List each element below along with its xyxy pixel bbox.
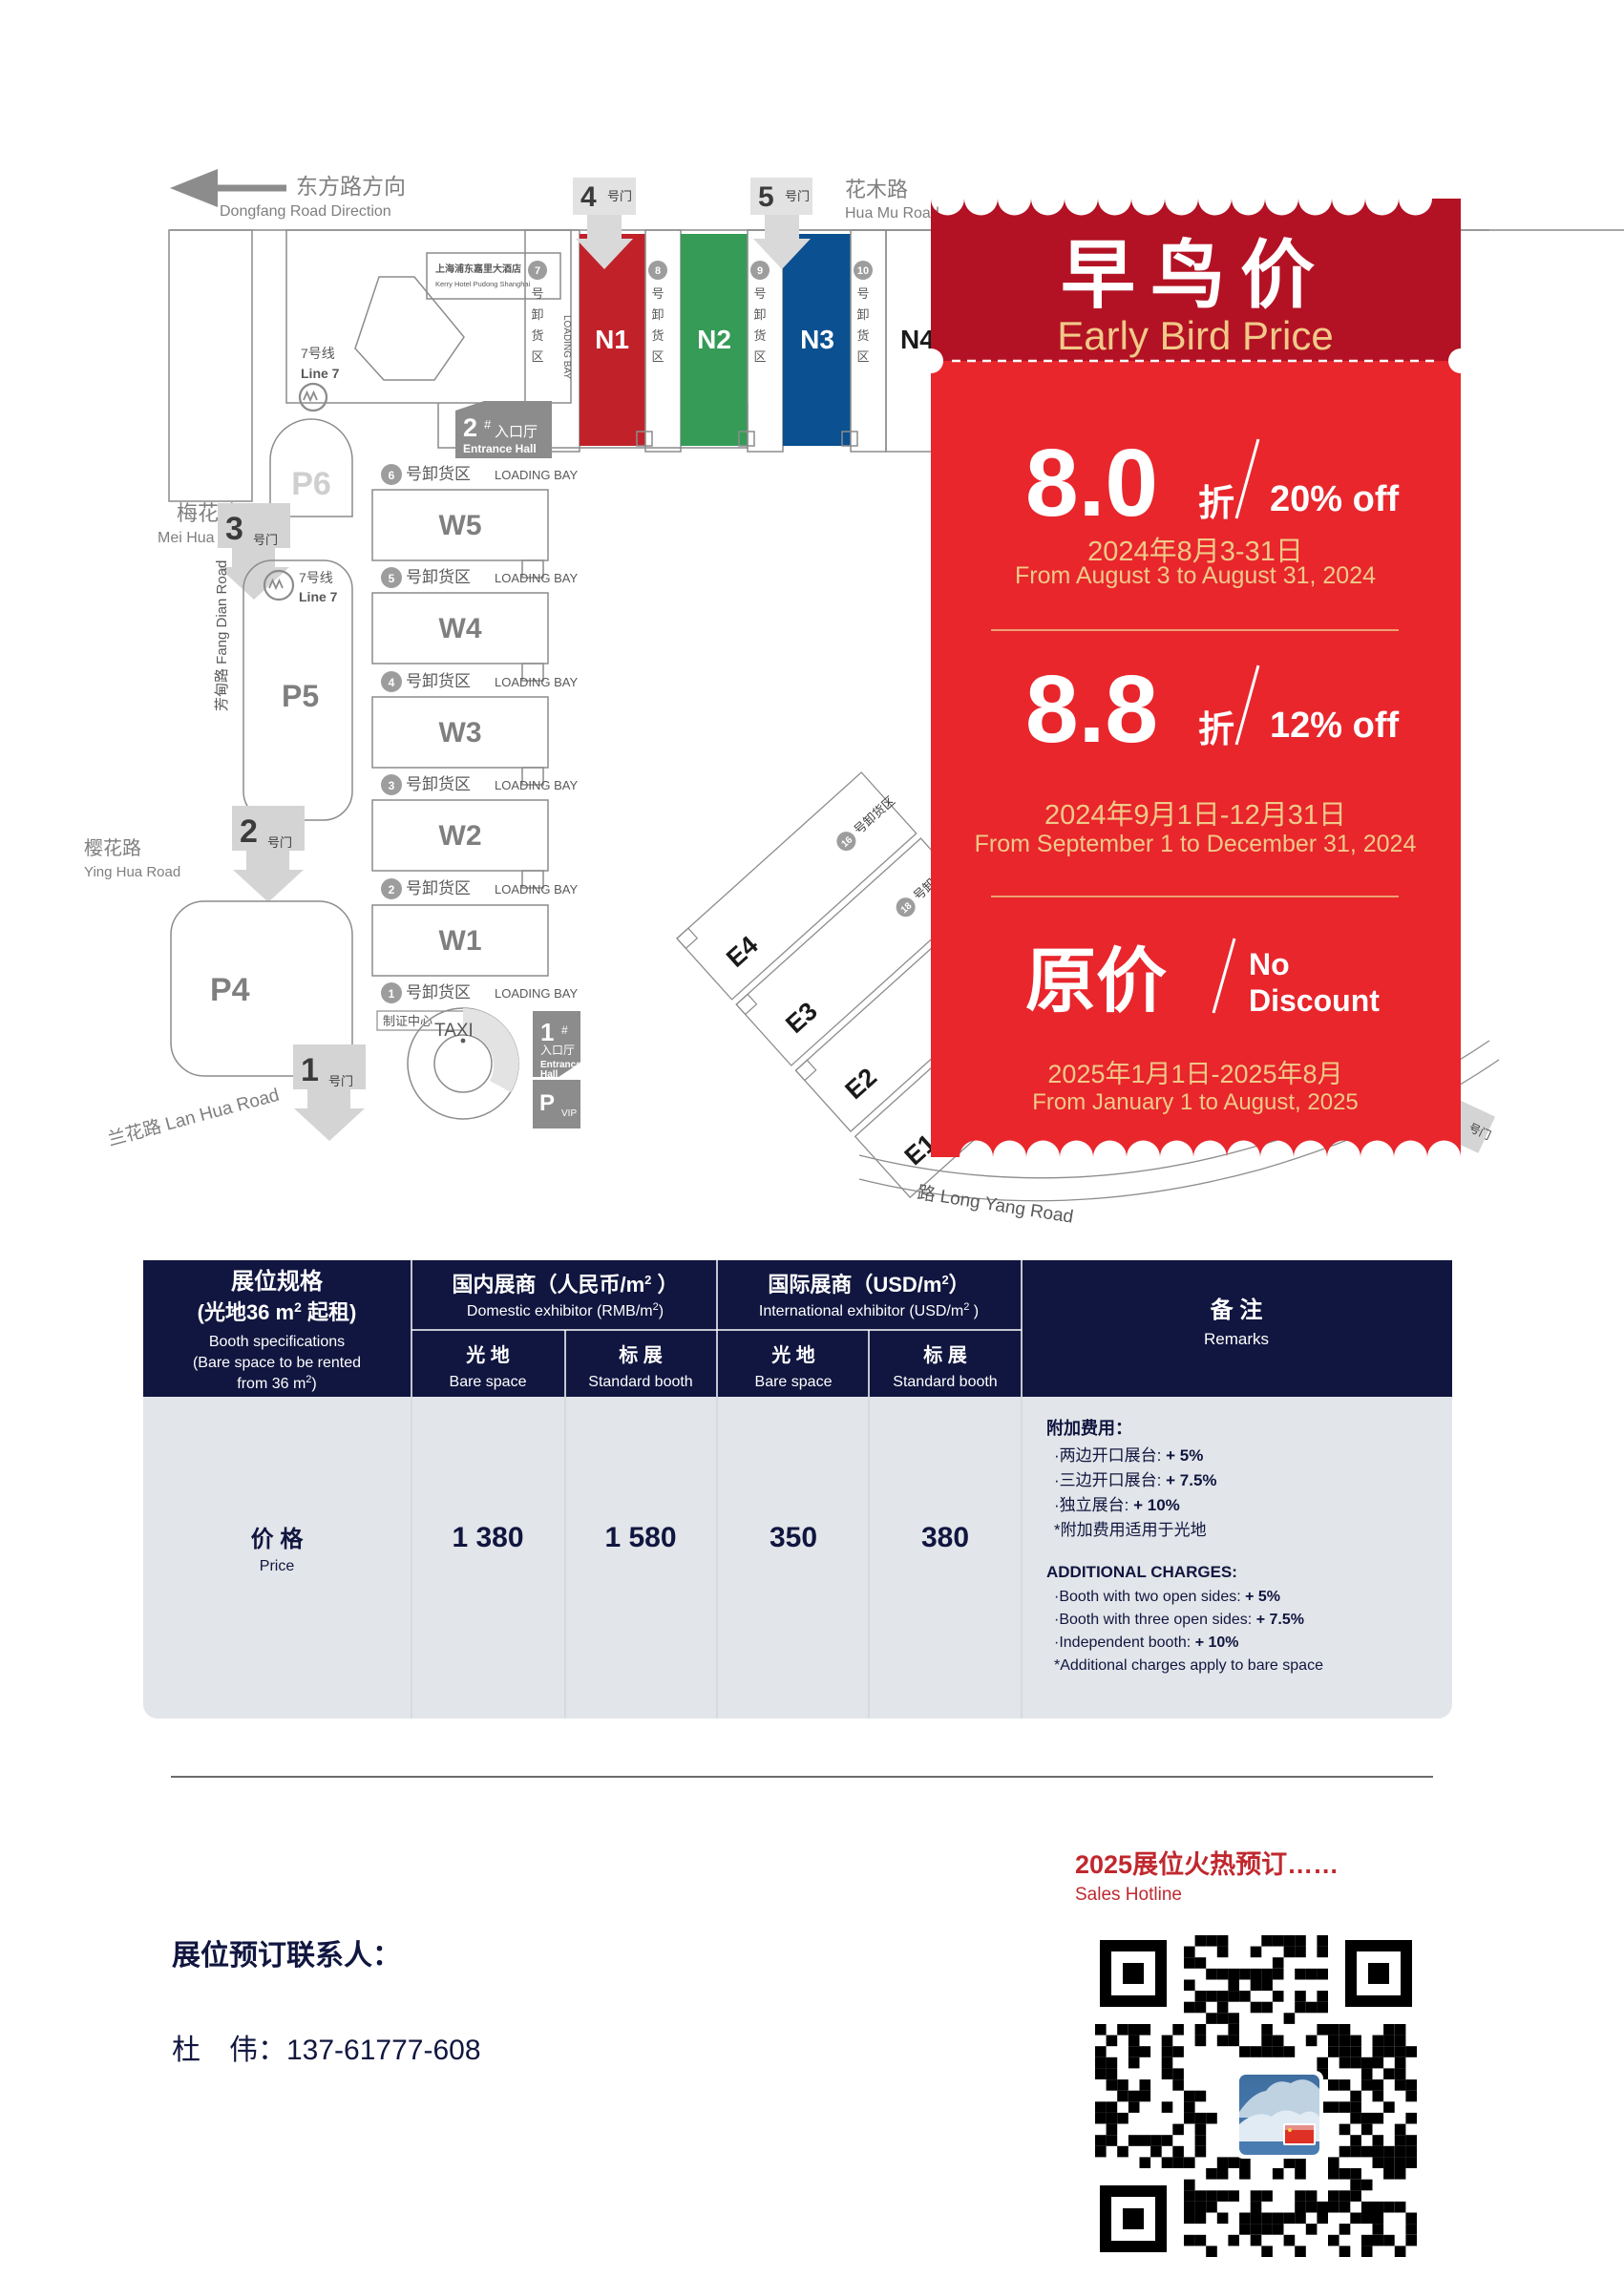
svg-text:2025展位火热预订……: 2025展位火热预订…… (1075, 1849, 1339, 1879)
svg-text:杜 伟：137-61777-608: 杜 伟：137-61777-608 (172, 2035, 481, 2066)
svg-text:Sales Hotline: Sales Hotline (1075, 1885, 1182, 1905)
svg-text:展位预订联系人：: 展位预订联系人： (172, 1939, 401, 1972)
